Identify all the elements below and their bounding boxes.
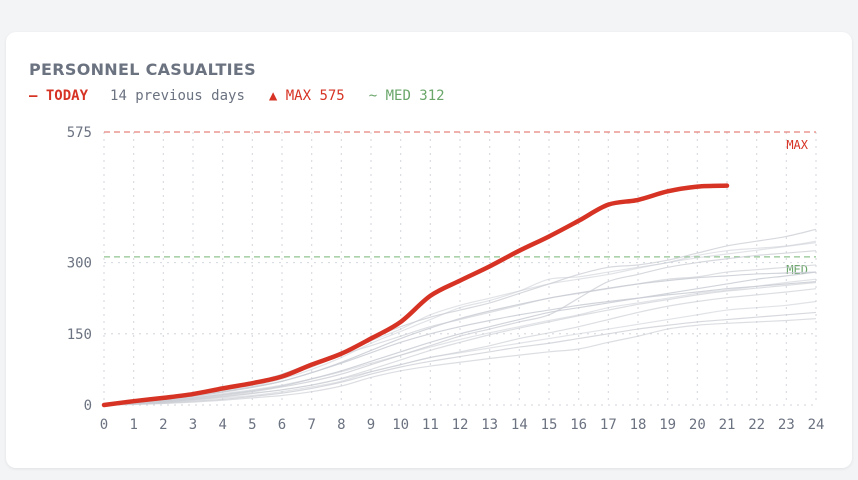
x-tick-label: 2	[159, 417, 167, 433]
x-tick-label: 11	[422, 417, 439, 433]
x-tick-label: 3	[189, 417, 197, 433]
legend-today: — TODAY	[29, 88, 89, 104]
previous-day-line	[103, 317, 817, 406]
legend-median: ~ MED 312	[368, 88, 445, 104]
x-tick-label: 10	[392, 417, 409, 433]
previous-day-line	[103, 240, 817, 406]
previous-day-line	[103, 271, 817, 406]
today-line	[101, 183, 730, 408]
x-tick-label: 23	[778, 417, 795, 433]
previous-day-line	[103, 271, 817, 406]
previous-day-line	[103, 288, 817, 406]
x-tick-label: 18	[630, 417, 647, 433]
y-tick-label: 300	[67, 256, 92, 272]
x-tick-label: 24	[808, 417, 825, 433]
previous-day-line	[103, 281, 817, 406]
x-tick-label: 0	[100, 417, 108, 433]
previous-day-line	[103, 264, 817, 406]
x-tick-label: 6	[278, 417, 286, 433]
previous-day-line	[103, 278, 817, 406]
x-tick-label: 1	[129, 417, 137, 433]
x-tick-label: 14	[511, 417, 528, 433]
chart-title: PERSONNEL CASUALTIES	[29, 60, 256, 79]
x-tick-label: 20	[689, 417, 706, 433]
x-tick-label: 5	[248, 417, 256, 433]
legend-max: ▲ MAX 575	[268, 88, 345, 104]
x-tick-label: 22	[748, 417, 765, 433]
legend: — TODAY 14 previous days ▲ MAX 575 ~ MED…	[29, 88, 445, 104]
y-tick-label: 575	[67, 125, 92, 141]
x-tick-label: 17	[600, 417, 617, 433]
x-tick-label: 8	[337, 417, 345, 433]
x-tick-label: 9	[367, 417, 375, 433]
x-tick-label: 13	[481, 417, 498, 433]
previous-day-line	[103, 311, 817, 406]
x-tick-label: 15	[541, 417, 558, 433]
x-tick-label: 21	[719, 417, 736, 433]
x-tick-label: 19	[659, 417, 676, 433]
legend-previous-days: 14 previous days	[110, 88, 245, 104]
x-tick-label: 16	[570, 417, 587, 433]
y-tick-label: 150	[67, 327, 92, 343]
y-tick-label: 0	[84, 398, 92, 414]
previous-day-line	[103, 300, 817, 406]
reference-label-max: MAX	[786, 138, 808, 152]
x-tick-label: 7	[307, 417, 315, 433]
x-tick-label: 4	[218, 417, 226, 433]
x-tick-label: 12	[452, 417, 469, 433]
previous-day-line	[103, 250, 817, 406]
